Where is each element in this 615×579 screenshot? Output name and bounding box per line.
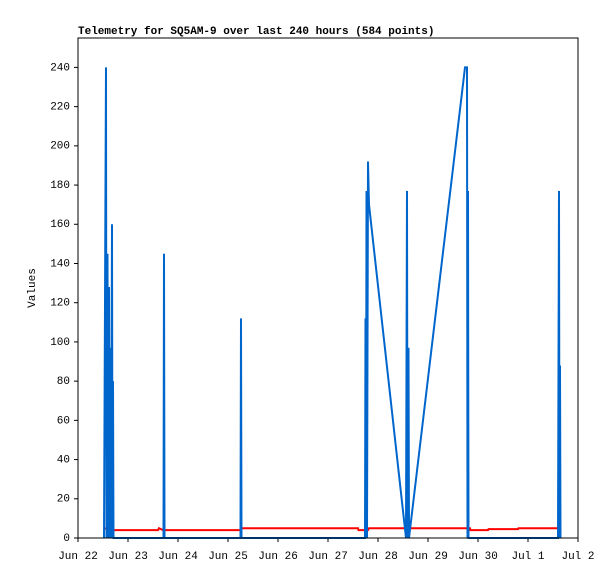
y-tick-label: 60 bbox=[57, 415, 70, 427]
y-tick-label: 20 bbox=[57, 494, 70, 506]
data-line bbox=[103, 526, 561, 532]
y-tick-label: 100 bbox=[50, 337, 70, 349]
x-tick-label: Jul 2 bbox=[561, 551, 594, 563]
x-tick-label: Jul 1 bbox=[511, 551, 544, 563]
x-tick-label: Jun 28 bbox=[358, 551, 398, 563]
x-tick-label: Jun 26 bbox=[258, 551, 298, 563]
y-axis-label: Values bbox=[27, 268, 39, 308]
plot-frame bbox=[77, 37, 579, 539]
y-tick-label: 240 bbox=[50, 62, 70, 74]
y-tick-label: 200 bbox=[50, 141, 70, 153]
y-tick-label: 40 bbox=[57, 454, 70, 466]
y-tick-label: 180 bbox=[50, 180, 70, 192]
x-tick-label: Jun 22 bbox=[58, 551, 98, 563]
data-line bbox=[103, 66, 562, 539]
y-tick-label: 160 bbox=[50, 219, 70, 231]
x-tick-label: Jun 29 bbox=[408, 551, 448, 563]
x-tick-label: Jun 24 bbox=[158, 551, 198, 563]
y-tick-label: 80 bbox=[57, 376, 70, 388]
y-tick-label: 140 bbox=[50, 258, 70, 270]
x-tick-label: Jun 23 bbox=[108, 551, 148, 563]
y-tick-label: 220 bbox=[50, 102, 70, 114]
x-tick-label: Jun 25 bbox=[208, 551, 248, 563]
y-tick-label: 0 bbox=[63, 533, 70, 545]
x-tick-label: Jun 27 bbox=[308, 551, 348, 563]
x-tick-label: Jun 30 bbox=[458, 551, 498, 563]
y-tick-label: 120 bbox=[50, 298, 70, 310]
chart-title: Telemetry for SQ5AM-9 over last 240 hour… bbox=[78, 26, 434, 38]
